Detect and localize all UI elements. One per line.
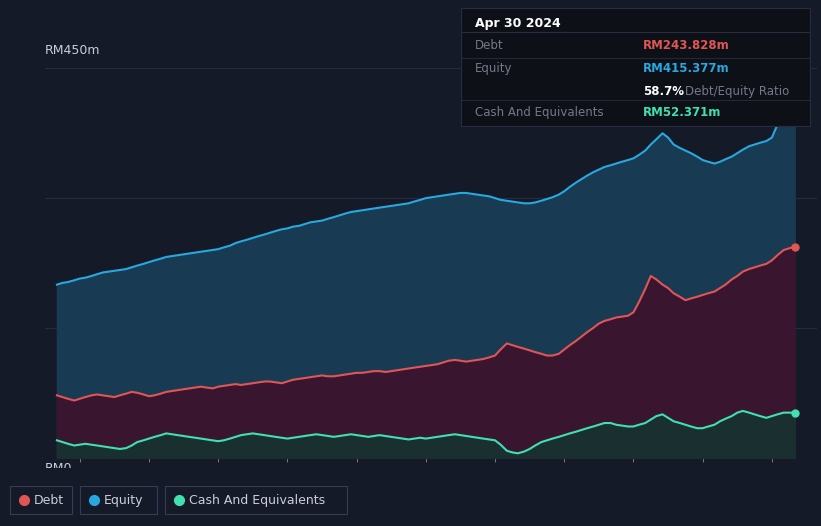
Text: RM0: RM0	[45, 461, 72, 474]
Bar	[80, 486, 157, 514]
Text: RM450m: RM450m	[45, 44, 101, 57]
Bar	[10, 486, 72, 514]
Text: RM243.828m: RM243.828m	[643, 39, 730, 52]
Text: RM415.377m: RM415.377m	[643, 63, 730, 75]
Text: Debt: Debt	[34, 493, 64, 507]
Text: 58.7%: 58.7%	[643, 85, 684, 98]
Text: Equity: Equity	[475, 63, 513, 75]
Text: Debt/Equity Ratio: Debt/Equity Ratio	[685, 85, 789, 98]
Text: Cash And Equivalents: Cash And Equivalents	[475, 106, 604, 119]
Text: RM52.371m: RM52.371m	[643, 106, 721, 119]
Text: Equity: Equity	[104, 493, 144, 507]
Text: Debt: Debt	[475, 39, 504, 52]
Text: Apr 30 2024: Apr 30 2024	[475, 17, 561, 31]
Text: Cash And Equivalents: Cash And Equivalents	[189, 493, 325, 507]
Bar	[165, 486, 347, 514]
